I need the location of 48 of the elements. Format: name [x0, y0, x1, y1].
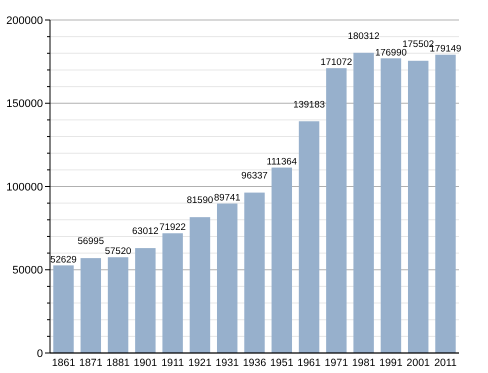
data-label: 96337: [241, 170, 268, 182]
bar: [244, 192, 265, 353]
y-tick-label: 200000: [6, 14, 43, 27]
x-tick-label: 1861: [52, 357, 76, 369]
x-tick-label: 1981: [352, 357, 376, 369]
bar: [353, 52, 374, 353]
bar: [435, 54, 456, 353]
data-label: 57520: [104, 246, 132, 258]
data-label: 89741: [214, 192, 240, 204]
x-tick-label: 1871: [79, 357, 103, 369]
x-tick-label: 1901: [134, 357, 158, 369]
bar: [53, 265, 74, 353]
bar: [298, 121, 320, 353]
x-tick-label: 1961: [297, 357, 321, 369]
bar: [108, 257, 128, 353]
data-label: 176990: [375, 47, 407, 58]
bar: [326, 68, 347, 353]
y-tick-label: 50000: [12, 264, 43, 277]
x-tick-label: 1936: [242, 357, 266, 369]
bar: [408, 60, 428, 353]
bar: [162, 233, 183, 353]
data-label: 180312: [348, 30, 380, 42]
bar: [80, 258, 102, 353]
data-label: 139183: [293, 99, 325, 110]
x-tick-label: 1991: [379, 357, 403, 369]
x-tick-label: 1881: [106, 357, 130, 369]
data-label: 63012: [132, 226, 159, 238]
y-tick-label: 150000: [6, 98, 43, 110]
data-label: 111364: [266, 156, 297, 168]
bar: [380, 58, 402, 353]
x-tick-label: 1951: [270, 357, 294, 369]
y-tick-label: 100000: [6, 181, 43, 194]
data-label: 171072: [320, 57, 352, 68]
x-tick-label: 2001: [406, 357, 430, 369]
x-tick-label: 1911: [161, 357, 184, 369]
data-label: 81590: [186, 195, 214, 206]
bar: [272, 168, 292, 353]
bar: [190, 217, 210, 353]
data-label: 71922: [159, 222, 186, 234]
y-tick-label: 0: [36, 348, 43, 360]
x-tick-label: 2011: [434, 357, 457, 369]
bar: [216, 204, 238, 353]
x-tick-label: 1921: [188, 357, 212, 369]
bar: [135, 248, 156, 353]
x-tick-label: 1931: [216, 357, 240, 369]
data-label: 52629: [50, 254, 77, 266]
x-tick-label: 1971: [324, 357, 348, 369]
data-label: 56995: [78, 236, 104, 248]
